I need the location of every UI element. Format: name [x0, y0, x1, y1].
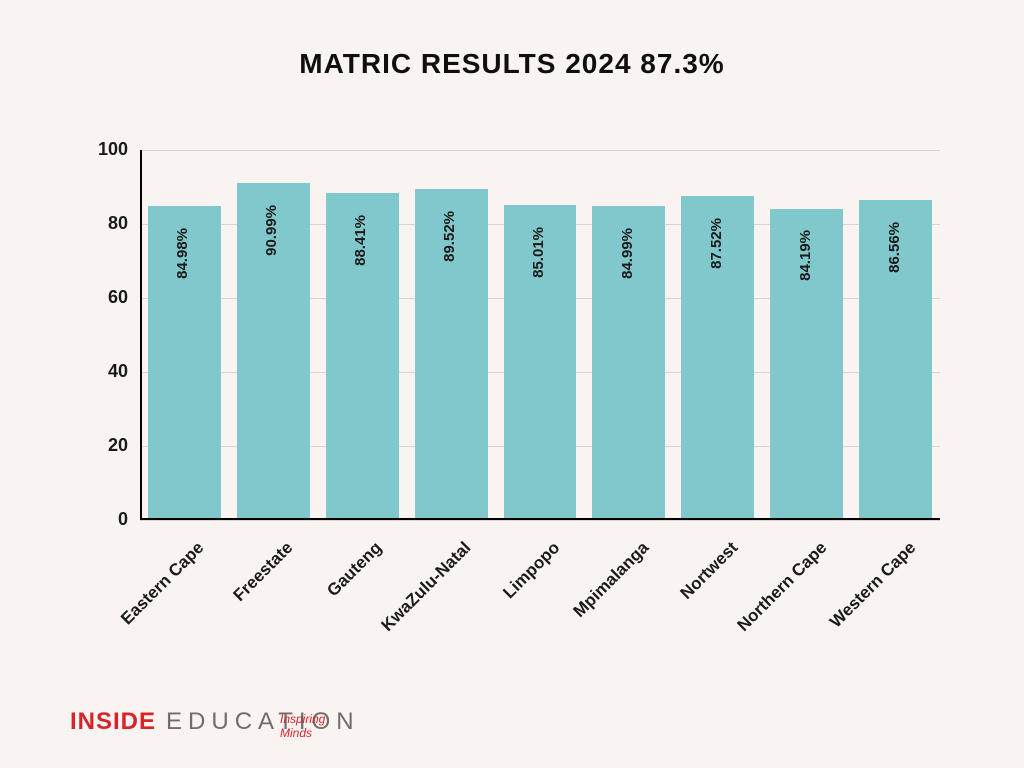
chart-area: 84.98% 90.99% 88.41% 89.52% 85.01% 84.99% 87.5…	[140, 150, 940, 520]
x-axis-line	[140, 518, 940, 520]
bars-container: 84.98% 90.99% 88.41% 89.52% 85.01% 84.99% 87.5…	[140, 150, 940, 520]
page-root: MATRIC RESULTS 2024 87.3% 0 20 40 60 80 100 8…	[0, 0, 1024, 768]
bar-value-label: 87.52%	[708, 218, 725, 269]
x-category-label: Mpimalanga	[497, 538, 653, 694]
gridline	[140, 520, 940, 521]
x-category-label: Freestate	[142, 538, 298, 694]
bar-value-label: 84.19%	[797, 230, 814, 281]
x-category-label: Eastern Cape	[53, 538, 209, 694]
y-tick-label: 80	[108, 213, 128, 234]
x-category-label: Nortwest	[586, 538, 742, 694]
plot: 84.98% 90.99% 88.41% 89.52% 85.01% 84.99% 87.5…	[140, 150, 940, 520]
bar-value-label: 84.98%	[174, 228, 191, 279]
logo-tagline: Inspiring Minds	[280, 712, 360, 740]
y-axis-line	[140, 150, 142, 520]
bar-value-label: 88.41%	[352, 215, 369, 266]
brand-logo: INSIDE EDUCATION Inspiring Minds	[70, 708, 360, 736]
x-category-label: KwaZulu-Natal	[320, 538, 476, 694]
y-tick-label: 20	[108, 435, 128, 456]
y-tick-label: 100	[98, 139, 128, 160]
x-category-label: Gauteng	[231, 538, 387, 694]
chart-title: MATRIC RESULTS 2024 87.3%	[0, 48, 1024, 80]
x-axis-labels: Eastern CapeFreestateGautengKwaZulu-Nata…	[140, 530, 940, 700]
x-category-label: Northern Cape	[675, 538, 831, 694]
y-tick-label: 60	[108, 287, 128, 308]
logo-inside: INSIDE	[70, 708, 156, 736]
logo-inside-text: INSIDE	[70, 708, 156, 736]
bar-value-label: 90.99%	[263, 205, 280, 256]
x-category-label: Limpopo	[409, 538, 565, 694]
bar-value-label: 89.52%	[441, 211, 458, 262]
bar-value-label: 84.99%	[619, 228, 636, 279]
y-tick-label: 0	[118, 509, 128, 530]
bar-value-label: 86.56%	[886, 222, 903, 273]
y-tick-label: 40	[108, 361, 128, 382]
x-category-label: Western Cape	[764, 538, 920, 694]
bar-value-label: 85.01%	[530, 227, 547, 278]
y-axis-labels: 020406080100	[0, 150, 140, 520]
